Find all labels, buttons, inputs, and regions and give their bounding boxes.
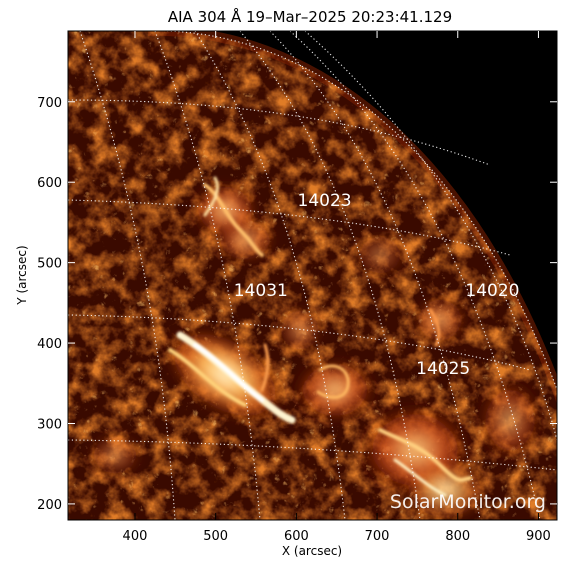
plot-frame [67,30,558,521]
x-tick-label: 700 [365,529,390,544]
x-tick-label: 600 [284,529,309,544]
region-label-14025: 14025 [416,359,470,379]
y-tick-label: 700 [37,96,62,111]
y-tick-label: 200 [37,498,62,513]
x-axis-label: X (arcsec) [282,544,342,558]
watermark: SolarMonitor.org [390,491,546,513]
y-axis-label: Y (arcsec) [15,245,29,305]
solar-disk-image: SolarMonitor.org [68,31,557,520]
y-tick-label: 500 [37,257,62,272]
y-tick-label: 600 [37,176,62,191]
x-tick-label: 500 [203,529,228,544]
region-label-14023: 14023 [298,191,352,211]
x-axis-ticks: 400 500 600 700 800 900 [123,31,551,544]
x-tick-label: 800 [445,529,470,544]
y-axis-ticks: 200 300 400 500 600 700 [37,96,557,513]
y-tick-label: 400 [37,337,62,352]
x-tick-label: 400 [123,529,148,544]
coordinate-grid [68,31,557,520]
x-tick-label: 900 [526,529,551,544]
plot-title: AIA 304 Å 19–Mar–2025 20:23:41.129 [168,7,452,26]
region-label-14031: 14031 [234,281,288,301]
y-tick-label: 300 [37,417,62,432]
region-labels: 14023 14031 14020 14025 [234,191,520,379]
region-label-14020: 14020 [465,281,519,301]
